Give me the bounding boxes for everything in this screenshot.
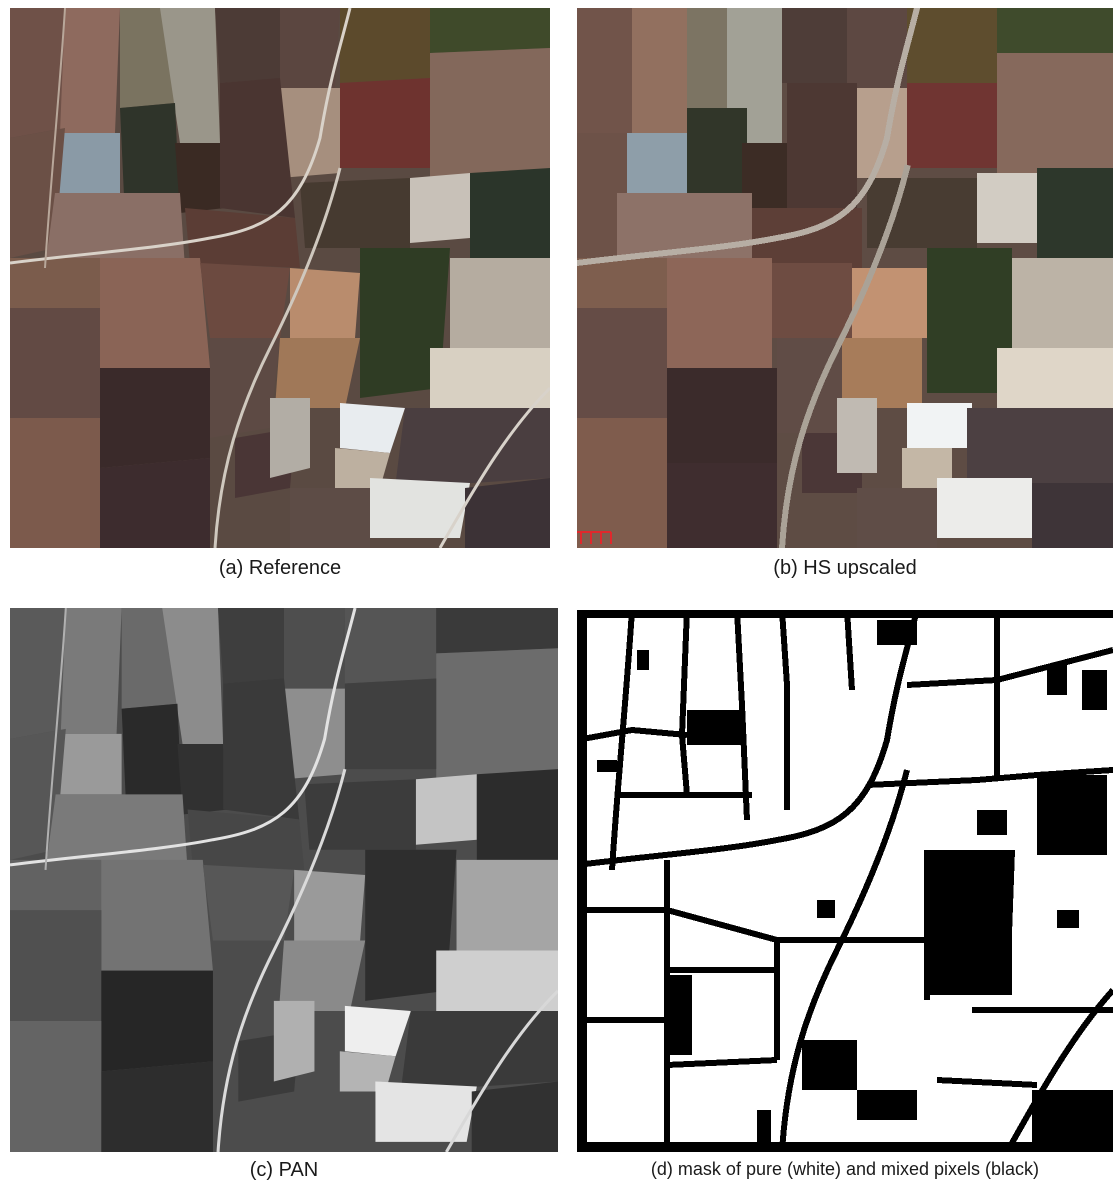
caption-reference: (a) Reference — [218, 557, 342, 579]
hs-upscaled-image-panel — [577, 8, 1113, 548]
pan-image — [10, 608, 558, 1152]
reference-image-panel — [10, 8, 550, 548]
caption-pan: (c) PAN — [249, 1159, 319, 1181]
caption-hs-upscaled: (b) HS upscaled — [773, 557, 917, 579]
mask-image-panel — [577, 610, 1113, 1152]
mask-image — [577, 610, 1113, 1152]
reference-image — [10, 8, 550, 548]
pan-image-panel — [10, 608, 558, 1152]
caption-mask: (d) mask of pure (white) and mixed pixel… — [650, 1159, 1040, 1179]
hs-upscaled-image — [577, 8, 1113, 548]
scale-bar-mark — [577, 531, 612, 544]
